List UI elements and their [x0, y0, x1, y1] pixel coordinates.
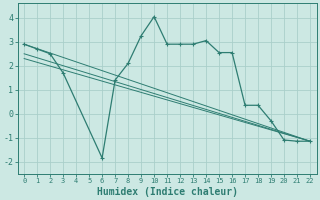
X-axis label: Humidex (Indice chaleur): Humidex (Indice chaleur): [97, 186, 237, 197]
